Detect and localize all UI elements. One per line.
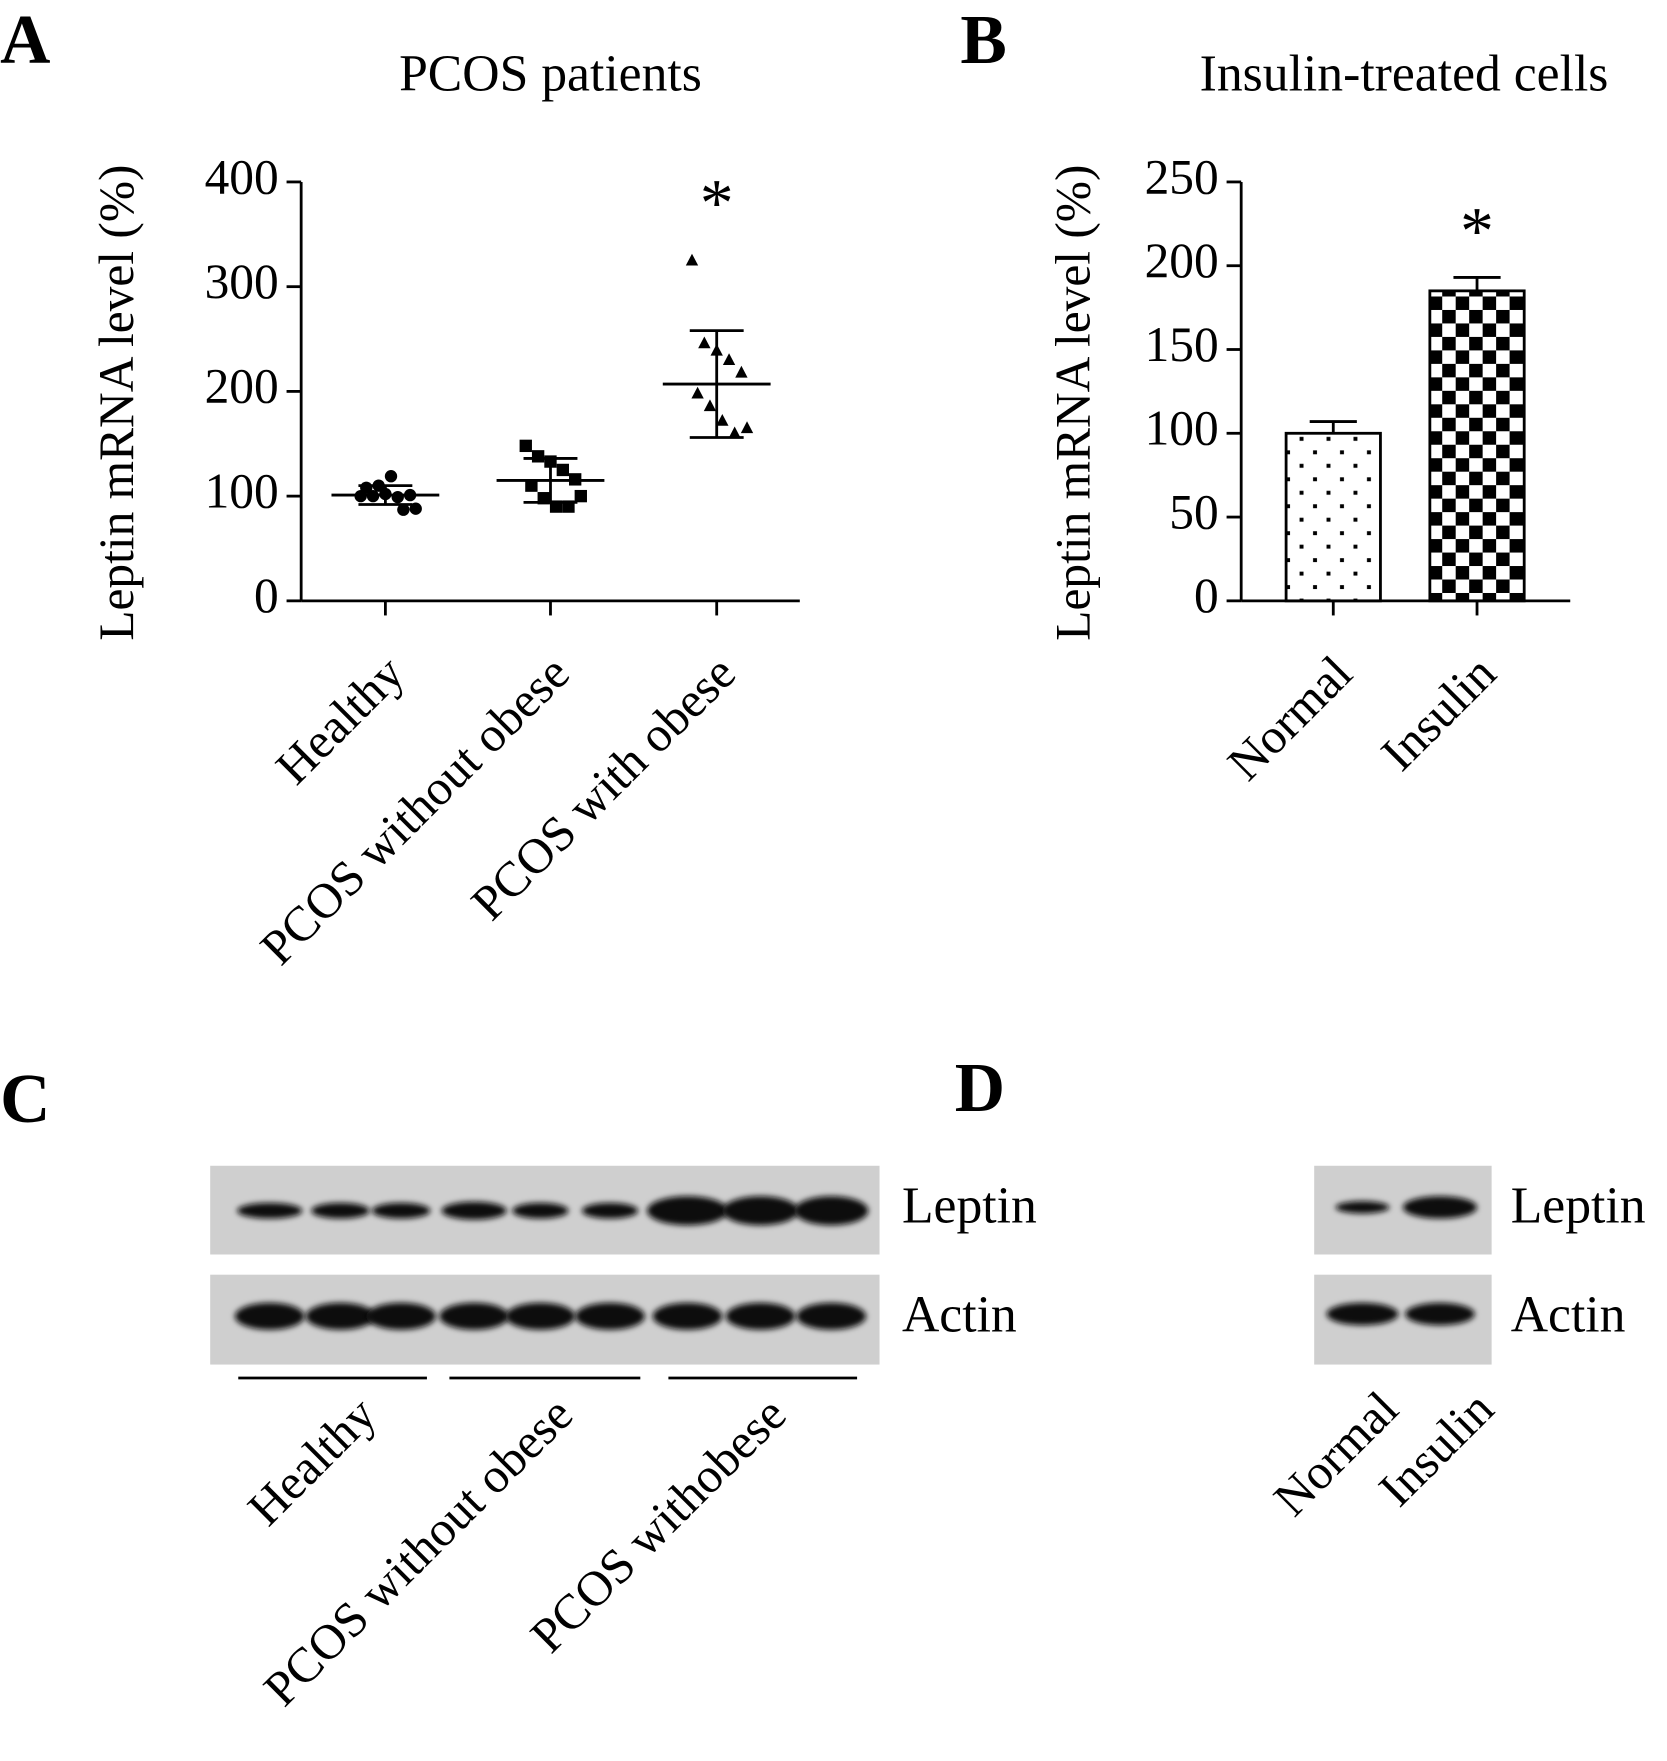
blot-panel-d: [1314, 1165, 1492, 1365]
blot-row-label: Actin: [902, 1286, 1017, 1343]
data-point: [691, 386, 704, 399]
blot-band: [441, 1201, 507, 1220]
blot-band: [1326, 1302, 1399, 1326]
blot-band: [575, 1302, 645, 1330]
chart-title: Insulin-treated cells: [1200, 45, 1609, 102]
blot-band: [305, 1302, 376, 1330]
chart-title: PCOS patients: [399, 45, 702, 102]
group-label: Healthy: [237, 1386, 387, 1536]
data-point: [556, 463, 570, 477]
blot-band: [234, 1302, 305, 1330]
panel-letter: A: [0, 2, 50, 79]
blot-band: [1335, 1201, 1390, 1214]
x-tick-label: Normal: [1217, 645, 1363, 791]
y-axis-label: Leptin mRNA level (%): [1046, 165, 1101, 641]
blot-band: [1402, 1196, 1478, 1219]
data-point: [722, 353, 736, 366]
blot-band: [581, 1202, 639, 1219]
data-point: [360, 481, 373, 494]
y-tick-label: 200: [1145, 233, 1219, 288]
blot-band: [311, 1202, 370, 1219]
y-tick-label: 400: [205, 149, 279, 204]
y-tick-label: 250: [1145, 149, 1219, 204]
blot-band: [512, 1202, 569, 1219]
blot-band: [725, 1302, 796, 1330]
lane-label: Normal: [1263, 1381, 1409, 1527]
x-tick-label: PCOS without obese: [250, 645, 580, 975]
y-tick-label: 0: [1194, 568, 1219, 623]
data-point: [728, 426, 741, 439]
panel-letter: B: [960, 2, 1006, 79]
y-tick-label: 300: [205, 254, 279, 309]
data-point: [703, 399, 717, 412]
y-tick-label: 100: [1145, 401, 1219, 456]
data-point: [519, 439, 532, 453]
data-point: [574, 489, 587, 503]
blot-band: [652, 1302, 723, 1330]
y-tick-label: 50: [1169, 484, 1218, 539]
blot-band: [505, 1302, 576, 1330]
data-point: [698, 336, 711, 349]
y-tick-label: 100: [205, 463, 279, 518]
blot-row-label: Leptin: [902, 1178, 1037, 1235]
blot-band: [371, 1202, 431, 1219]
significance-mark: *: [1460, 194, 1494, 269]
y-tick-label: 150: [1145, 317, 1219, 372]
y-tick-label: 200: [205, 359, 279, 414]
panel-letter: D: [955, 1050, 1005, 1127]
blot-band: [794, 1196, 869, 1226]
bar: [1428, 289, 1526, 603]
data-point: [740, 421, 754, 434]
blot-band: [647, 1196, 728, 1226]
data-point: [391, 490, 404, 504]
blot-band: [366, 1302, 436, 1330]
blot-band: [1405, 1302, 1475, 1326]
data-point: [716, 413, 729, 426]
blot-band: [237, 1202, 303, 1219]
data-point: [735, 365, 748, 378]
bar: [1284, 431, 1382, 603]
data-point: [531, 450, 545, 463]
y-axis-label: Leptin mRNA level (%): [89, 165, 144, 641]
data-point: [384, 470, 398, 483]
y-tick-label: 0: [254, 568, 279, 623]
blot-band: [439, 1302, 509, 1330]
data-point: [397, 503, 410, 516]
blot-band: [722, 1196, 799, 1226]
x-tick-label: Healthy: [265, 645, 415, 795]
significance-mark: *: [700, 165, 734, 240]
blot-row-label: Leptin: [1511, 1178, 1646, 1235]
x-tick-label: Insulin: [1370, 645, 1506, 781]
data-point: [525, 479, 538, 492]
data-point: [409, 502, 422, 515]
panel-letter: C: [0, 1061, 50, 1138]
data-point: [685, 253, 699, 266]
blot-panel-c: [210, 1165, 880, 1380]
blot-band: [796, 1302, 867, 1330]
blot-row-label: Actin: [1511, 1286, 1626, 1343]
